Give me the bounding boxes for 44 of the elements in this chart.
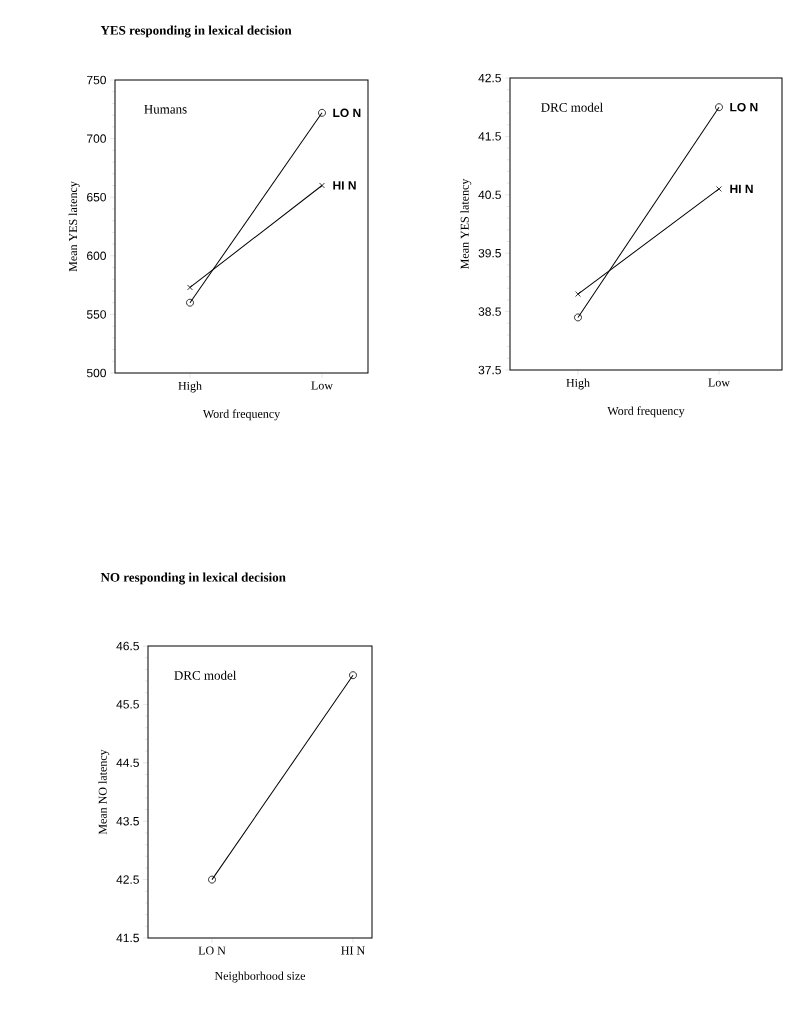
y-axis-title: Mean NO latency — [98, 749, 110, 835]
y-axis-title: Mean YES latency — [460, 178, 472, 269]
series-label: HI N — [333, 181, 356, 190]
y-tick-label: 41.5 — [116, 933, 139, 943]
point — [575, 291, 581, 297]
annotation: DRC model — [541, 102, 603, 112]
y-tick-label: 650 — [87, 192, 106, 202]
series-label: HI N — [730, 184, 753, 194]
x-axis-title: Word frequency — [202, 409, 281, 421]
annotation: Humans — [144, 104, 187, 114]
x-tick-label: Low — [311, 381, 333, 390]
y-tick-label: 43.5 — [116, 816, 139, 826]
x-axis-title: Neighborhood size — [214, 971, 306, 983]
y-tick-label: 550 — [86, 310, 106, 319]
y-tick-label: 600 — [87, 251, 106, 261]
x-axis-title: Word frequency — [607, 406, 685, 418]
annotation: DRC model — [174, 670, 237, 680]
x-tick-label: High — [566, 378, 590, 390]
y-tick-label: 39.5 — [478, 248, 501, 258]
y-tick-label: 41.5 — [478, 132, 501, 141]
y-tick-label: 40.5 — [478, 190, 501, 200]
point — [574, 313, 582, 322]
y-tick-label: 500 — [86, 368, 106, 378]
chart-title: NO responding in lexical decision — [100, 572, 286, 585]
y-tick-label: 700 — [87, 134, 106, 143]
y-tick-label: 44.5 — [116, 758, 139, 767]
y-tick-label: 750 — [87, 75, 106, 85]
y-tick-label: 42.5 — [116, 875, 139, 884]
series-label: LO N — [730, 102, 758, 112]
x-tick-label: High — [178, 381, 202, 393]
y-tick-label: 37.5 — [478, 365, 501, 375]
chart-title: YES responding in lexical decision — [100, 25, 292, 38]
y-tick-label: 42.5 — [478, 73, 501, 83]
y-tick-label: 45.5 — [116, 700, 139, 709]
series-label: LO N — [333, 108, 361, 118]
point — [186, 298, 194, 307]
y-tick-label: 46.5 — [116, 641, 139, 651]
x-tick-label: Low — [708, 378, 730, 387]
point — [187, 284, 193, 291]
point — [319, 182, 325, 189]
point — [318, 108, 326, 117]
y-tick-label: 38.5 — [478, 307, 501, 316]
point — [715, 103, 723, 112]
y-axis-title: Mean YES latency — [68, 181, 80, 272]
